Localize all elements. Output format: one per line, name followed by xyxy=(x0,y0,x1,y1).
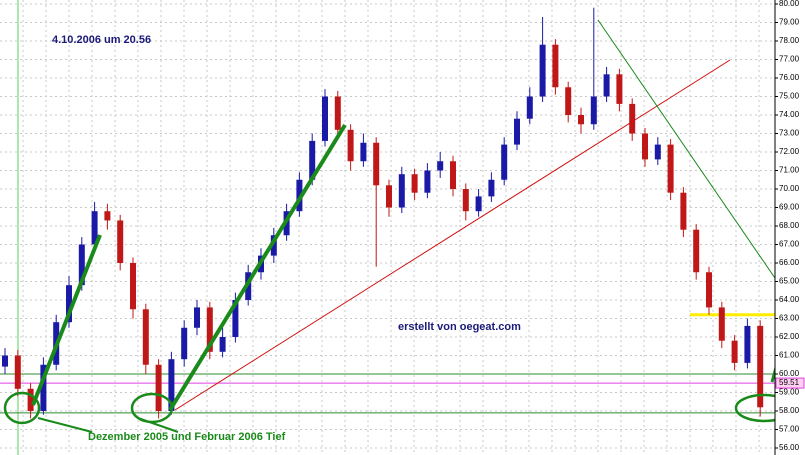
grid xyxy=(0,0,775,455)
candle-body xyxy=(334,96,341,130)
y-tick-label: 69.00 xyxy=(779,203,800,212)
candle-body xyxy=(603,74,610,97)
candle-body xyxy=(462,189,469,212)
candle-body xyxy=(667,144,674,193)
candle-body xyxy=(40,364,47,411)
y-tick-label: 65.00 xyxy=(779,277,800,286)
y-tick-label: 78.00 xyxy=(779,36,800,45)
annotation: Dezember 2005 und Februar 2006 Tief xyxy=(88,431,286,443)
candle-body xyxy=(731,340,738,363)
chart-title: 4.10.2006 um 20.56 xyxy=(52,34,151,46)
candle-body xyxy=(347,129,354,162)
trend-line xyxy=(174,59,731,411)
y-tick-label: 80.00 xyxy=(779,0,800,8)
y-tick-label: 75.00 xyxy=(779,92,800,101)
candle-body xyxy=(219,337,226,352)
y-tick-label: 68.00 xyxy=(779,221,800,230)
candle-body xyxy=(322,96,328,141)
candle-body xyxy=(117,220,124,263)
y-tick-label: 73.00 xyxy=(779,129,800,138)
y-tick-label: 59.00 xyxy=(779,388,800,397)
candle-body xyxy=(654,144,661,160)
candle-body xyxy=(194,307,200,328)
y-tick-label: 72.00 xyxy=(779,147,800,156)
candle-body xyxy=(526,96,533,119)
candle-body xyxy=(450,161,456,189)
connector xyxy=(37,417,93,433)
trend-line xyxy=(597,19,791,301)
candle-body xyxy=(104,211,111,221)
y-tick-label: 74.00 xyxy=(779,110,800,119)
candle-body xyxy=(398,174,405,208)
circle-mark xyxy=(3,391,41,425)
candle-body xyxy=(360,142,367,162)
candle-body xyxy=(501,144,508,180)
y-tick-label: 56.00 xyxy=(779,443,800,452)
y-tick-label: 60.00 xyxy=(779,369,800,378)
candle-body xyxy=(130,263,136,310)
trend-line xyxy=(31,234,102,406)
y-tick-label: 66.00 xyxy=(779,258,800,267)
levels xyxy=(0,313,775,414)
candle-body xyxy=(552,44,559,88)
y-tick-label: 57.00 xyxy=(779,425,800,434)
candle-body xyxy=(437,161,444,171)
candle-body xyxy=(206,307,213,352)
candle-body xyxy=(565,87,572,115)
candle-body xyxy=(411,174,418,193)
candle-body xyxy=(309,140,316,180)
price-marker-label: 59.51 xyxy=(779,378,800,387)
candle-body xyxy=(424,170,431,193)
candle-body xyxy=(181,327,188,360)
candle-body xyxy=(386,185,392,208)
candle-body xyxy=(78,244,85,286)
y-axis: 56.00 57.00 58.00 59.00 60.00 61.00 62.00 63.00… xyxy=(775,0,800,452)
trend-line xyxy=(168,123,347,412)
candle-body xyxy=(616,74,623,104)
candle-body xyxy=(475,196,482,212)
y-tick-label: 70.00 xyxy=(779,184,800,193)
y-tick-label: 76.00 xyxy=(779,73,800,82)
candle-body xyxy=(168,359,175,411)
connector xyxy=(137,417,179,433)
y-tick-label: 62.00 xyxy=(779,332,800,341)
candle-body xyxy=(66,285,72,323)
candle-body xyxy=(232,300,239,337)
candle-body xyxy=(488,179,495,197)
y-tick-label: 67.00 xyxy=(779,240,800,249)
candle-body xyxy=(718,307,725,341)
candle-body xyxy=(629,103,636,134)
candle-body xyxy=(373,142,380,186)
candle-body xyxy=(744,325,751,363)
y-tick-label: 64.00 xyxy=(779,295,800,304)
candle-body xyxy=(680,192,687,230)
candle-body xyxy=(590,96,597,125)
candle-body xyxy=(642,133,648,160)
y-tick-label: 77.00 xyxy=(779,55,800,64)
candle-body xyxy=(142,309,149,365)
candle-body xyxy=(27,388,34,411)
y-tick-label: 63.00 xyxy=(779,314,800,323)
y-tick-label: 61.00 xyxy=(779,351,800,360)
candle-body xyxy=(578,115,584,125)
candle-body xyxy=(270,235,277,256)
candle-body xyxy=(706,272,712,308)
y-tick-label: 58.00 xyxy=(779,406,800,415)
candle-body xyxy=(14,355,21,389)
annotation: erstellt von oegeat.com xyxy=(398,321,521,333)
candle-body xyxy=(155,364,162,411)
candle-body xyxy=(514,118,520,145)
price-marker-box xyxy=(775,377,805,389)
candle-body xyxy=(539,44,546,97)
candle-body xyxy=(693,229,700,273)
y-tick-label: 79.00 xyxy=(779,18,800,27)
candle-body xyxy=(2,355,8,367)
candle-body xyxy=(757,325,764,408)
y-tick-label: 71.00 xyxy=(779,166,800,175)
candle-body xyxy=(91,211,98,245)
